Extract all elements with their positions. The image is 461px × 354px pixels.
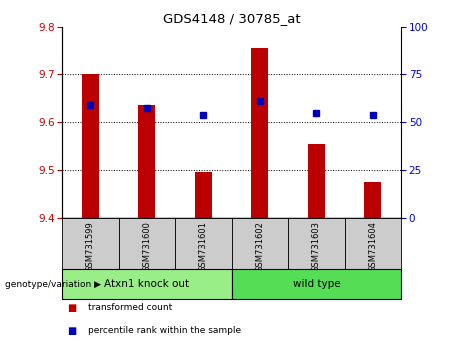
Text: GSM731603: GSM731603 <box>312 221 321 272</box>
Text: GSM731600: GSM731600 <box>142 221 152 272</box>
Text: GSM731599: GSM731599 <box>86 221 95 272</box>
Bar <box>62 269 231 299</box>
Bar <box>138 105 155 218</box>
Bar <box>118 218 175 269</box>
Text: GSM731604: GSM731604 <box>368 221 378 272</box>
Text: GSM731602: GSM731602 <box>255 221 265 272</box>
Bar <box>195 172 212 218</box>
Text: percentile rank within the sample: percentile rank within the sample <box>88 326 241 336</box>
Text: wild type: wild type <box>293 279 340 289</box>
Bar <box>231 218 288 269</box>
Text: GSM731601: GSM731601 <box>199 221 208 272</box>
Text: transformed count: transformed count <box>88 303 172 313</box>
Text: ■: ■ <box>67 326 76 336</box>
Bar <box>308 144 325 218</box>
Bar <box>231 269 401 299</box>
Bar <box>82 74 99 218</box>
Text: genotype/variation ▶: genotype/variation ▶ <box>5 280 100 289</box>
Bar <box>175 218 231 269</box>
Bar <box>344 218 401 269</box>
Bar <box>364 182 381 218</box>
Bar <box>62 218 118 269</box>
Title: GDS4148 / 30785_at: GDS4148 / 30785_at <box>163 12 301 25</box>
Text: Atxn1 knock out: Atxn1 knock out <box>104 279 189 289</box>
Bar <box>251 48 268 218</box>
Bar <box>288 218 344 269</box>
Text: ■: ■ <box>67 303 76 313</box>
